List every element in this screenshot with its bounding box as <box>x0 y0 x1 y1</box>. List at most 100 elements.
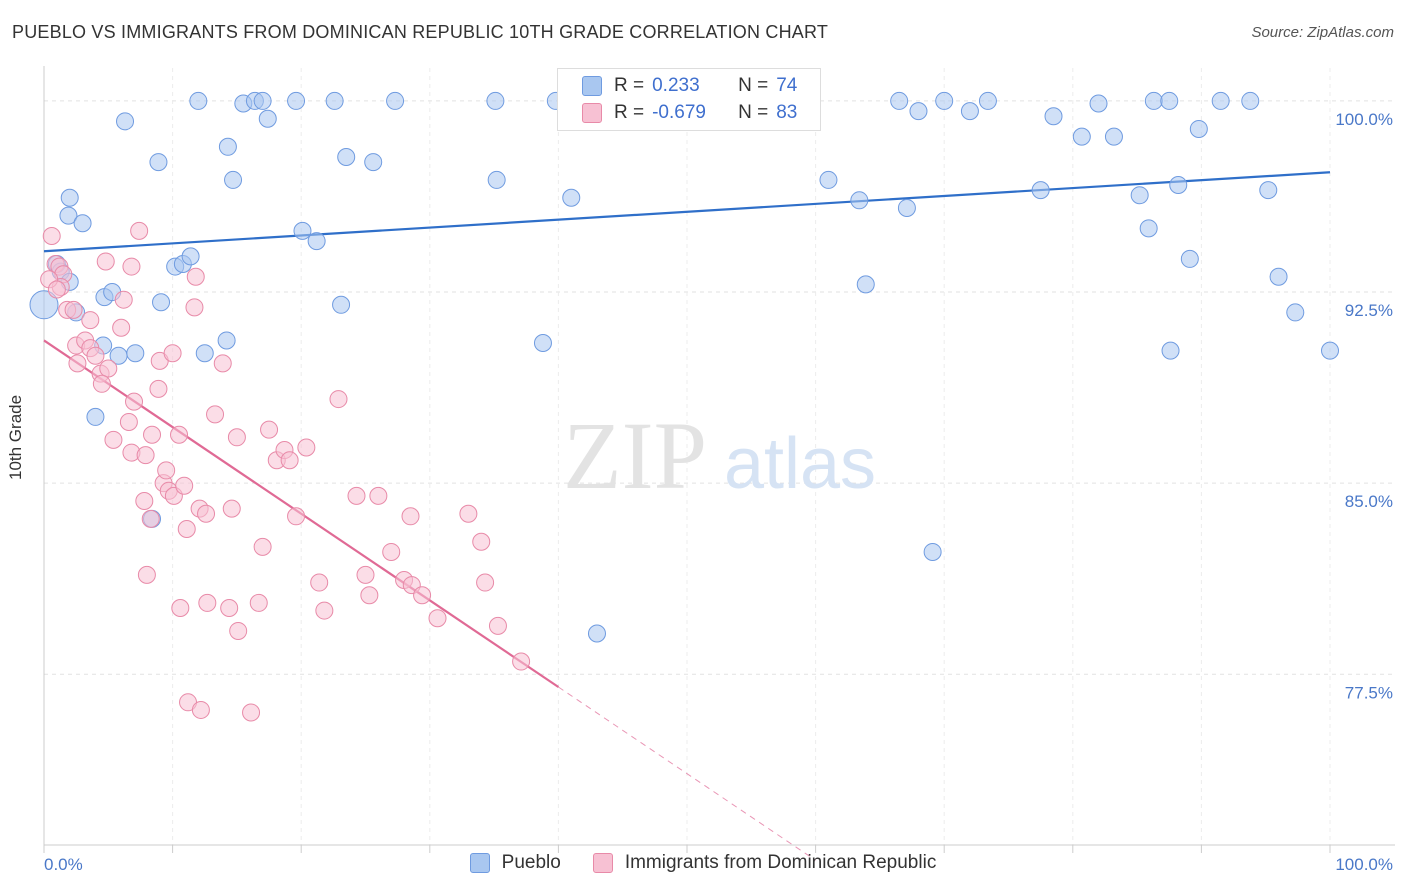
series-legend: Pueblo Immigrants from Dominican Republi… <box>0 852 1406 874</box>
point-pueblo <box>486 91 505 110</box>
legend-r-label: R = <box>614 75 645 96</box>
point-dominican <box>104 430 123 449</box>
point-dominican <box>157 461 176 480</box>
point-pueblo <box>960 102 979 121</box>
point-dominican <box>280 451 299 470</box>
point-pueblo <box>293 221 312 240</box>
point-dominican <box>347 486 366 505</box>
point-dominican <box>297 438 316 457</box>
point-dominican <box>287 507 306 526</box>
point-dominican <box>96 252 115 271</box>
point-pueblo <box>86 407 105 426</box>
point-pueblo <box>935 91 954 110</box>
point-pueblo <box>1144 91 1163 110</box>
point-pueblo <box>73 214 92 233</box>
legend-n-label: N = <box>738 102 769 123</box>
legend-row-dominican: R = -0.679 N = 83 <box>582 101 797 125</box>
point-pueblo <box>909 102 928 121</box>
point-pueblo <box>126 344 145 363</box>
correlation-legend: R = 0.233 N = 74 R = -0.679 N = 83 <box>557 68 821 131</box>
point-dominican <box>81 311 100 330</box>
point-pueblo <box>59 206 78 225</box>
point-pueblo <box>890 91 909 110</box>
point-pueblo <box>189 91 208 110</box>
point-pueblo <box>224 170 243 189</box>
point-dominican <box>130 221 149 240</box>
point-dominican <box>213 354 232 373</box>
point-dominican <box>227 428 246 447</box>
point-pueblo <box>1072 127 1091 146</box>
point-pueblo <box>1180 249 1199 268</box>
point-pueblo <box>819 170 838 189</box>
point-dominican <box>191 700 210 719</box>
axes <box>43 66 1395 853</box>
legend-swatch-pueblo <box>469 853 490 873</box>
point-dominican <box>488 616 507 635</box>
point-pueblo <box>152 293 171 312</box>
point-pueblo <box>218 137 237 156</box>
legend-r-value: -0.679 <box>652 102 706 123</box>
legend-item-pueblo[interactable]: Pueblo <box>469 852 561 874</box>
grid-lines <box>44 68 1395 845</box>
point-dominican <box>141 509 160 528</box>
legend-swatch-dominican <box>582 103 602 123</box>
point-dominican <box>401 507 420 526</box>
point-dominican <box>472 532 491 551</box>
trend-line-dominican-extension <box>558 686 816 861</box>
point-dominican <box>413 586 432 605</box>
point-pueblo <box>149 153 168 172</box>
legend-item-dominican[interactable]: Immigrants from Dominican Republic <box>592 852 937 874</box>
point-pueblo <box>1241 91 1260 110</box>
legend-row-pueblo: R = 0.233 N = 74 <box>582 74 797 98</box>
legend-label-pueblo: Pueblo <box>501 852 561 873</box>
point-pueblo <box>1089 94 1108 113</box>
tick-labels: 77.5% 85.0% 92.5% 100.0% 0.0% 100.0% <box>44 110 1393 874</box>
point-pueblo <box>533 334 552 353</box>
point-pueblo <box>307 232 326 251</box>
point-dominican <box>382 542 401 561</box>
point-pueblo <box>1189 119 1208 138</box>
point-dominican <box>47 280 66 299</box>
watermark-atlas: atlas <box>724 424 876 504</box>
point-pueblo <box>29 290 59 320</box>
point-dominican <box>242 703 261 722</box>
point-dominican <box>206 405 225 424</box>
legend-label-dominican: Immigrants from Dominican Republic <box>624 852 937 873</box>
point-pueblo <box>1104 127 1123 146</box>
x-tick-label: 100.0% <box>1335 855 1393 874</box>
point-dominican <box>329 390 348 409</box>
legend-r-label: R = <box>614 102 645 123</box>
point-pueblo <box>60 188 79 207</box>
point-pueblo <box>978 91 997 110</box>
legend-n-value: 83 <box>776 102 798 123</box>
point-dominican <box>177 520 196 539</box>
point-dominican <box>112 318 131 337</box>
trend-line-pueblo <box>43 171 1331 253</box>
point-dominican <box>136 446 155 465</box>
point-dominican <box>253 537 272 556</box>
legend-swatch-dominican <box>592 853 613 873</box>
point-pueblo <box>253 91 272 110</box>
point-dominican <box>369 486 388 505</box>
point-dominican <box>119 413 138 432</box>
point-dominican <box>459 504 478 523</box>
point-dominican <box>360 586 379 605</box>
legend-n-label: N = <box>738 75 769 96</box>
point-dominican <box>170 425 189 444</box>
point-pueblo <box>562 188 581 207</box>
legend-n-value: 74 <box>776 75 798 96</box>
point-pueblo <box>337 147 356 166</box>
point-dominican <box>92 374 111 393</box>
y-tick-label: 77.5% <box>1345 683 1393 702</box>
source-label: Source: ZipAtlas.com <box>1251 24 1394 41</box>
point-dominican <box>171 599 190 618</box>
point-pueblo <box>1321 341 1339 360</box>
point-pueblo <box>325 91 344 110</box>
watermark: ZIP atlas <box>563 402 876 509</box>
point-dominican <box>249 593 268 612</box>
point-dominican <box>476 573 495 592</box>
point-pueblo <box>850 191 869 210</box>
point-pueblo <box>1130 186 1149 205</box>
point-dominican <box>512 652 531 671</box>
point-dominican <box>229 621 248 640</box>
